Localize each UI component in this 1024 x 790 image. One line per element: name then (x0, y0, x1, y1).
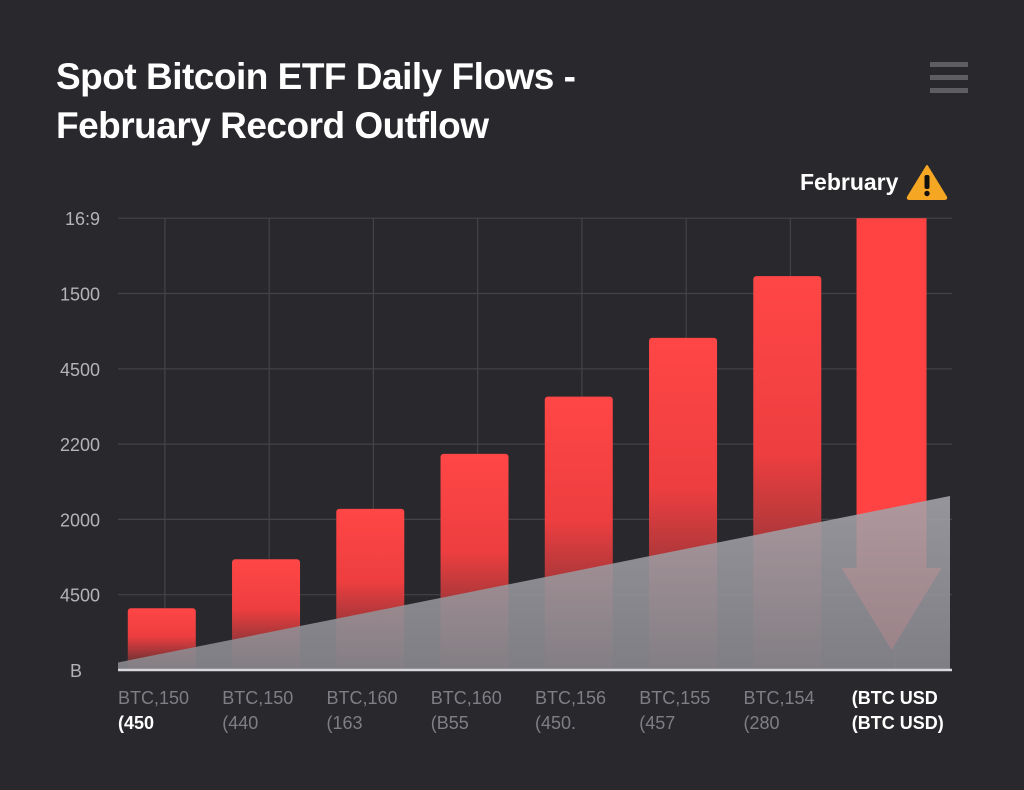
x-tick-label: (163 (327, 713, 363, 733)
x-tick-label: BTC,150 (222, 688, 293, 708)
x-tick-label: (450 (118, 713, 154, 733)
y-tick-label: 16:9 (65, 209, 100, 229)
y-tick-label: 4500 (60, 586, 100, 606)
x-tick-label: (BTC USD (852, 688, 938, 708)
x-tick-label: (440 (222, 713, 258, 733)
annotation-text: February (800, 168, 899, 195)
y-tick-label: 2000 (60, 510, 100, 530)
area-series (118, 496, 950, 670)
y-tick-label: 4500 (60, 360, 100, 380)
x-tick-label: BTC,150 (118, 688, 189, 708)
x-tick-label: BTC,160 (431, 688, 502, 708)
february-annotation: February (800, 164, 948, 200)
x-tick-label: BTC,156 (535, 688, 606, 708)
title-line-2: February Record Outflow (56, 105, 489, 146)
x-tick-label: BTC,154 (744, 688, 815, 708)
x-tick-label: (BTC USD) (852, 713, 944, 733)
y-tick-label: B (70, 661, 82, 681)
x-tick-label: (450. (535, 713, 576, 733)
y-tick-label: 1500 (60, 285, 100, 305)
x-tick-label: BTC,155 (639, 688, 710, 708)
title-line-1: Spot Bitcoin ETF Daily Flows - (56, 56, 576, 97)
x-tick-label: BTC,160 (327, 688, 398, 708)
y-tick-label: 2200 (60, 435, 100, 455)
hamburger-menu-icon[interactable] (930, 62, 968, 94)
warning-icon (907, 165, 948, 200)
x-tick-label: (280 (744, 713, 780, 733)
x-tick-label: (B55 (431, 713, 469, 733)
x-tick-label: (457 (639, 713, 675, 733)
page-title: Spot Bitcoin ETF Daily Flows - February … (56, 52, 576, 150)
